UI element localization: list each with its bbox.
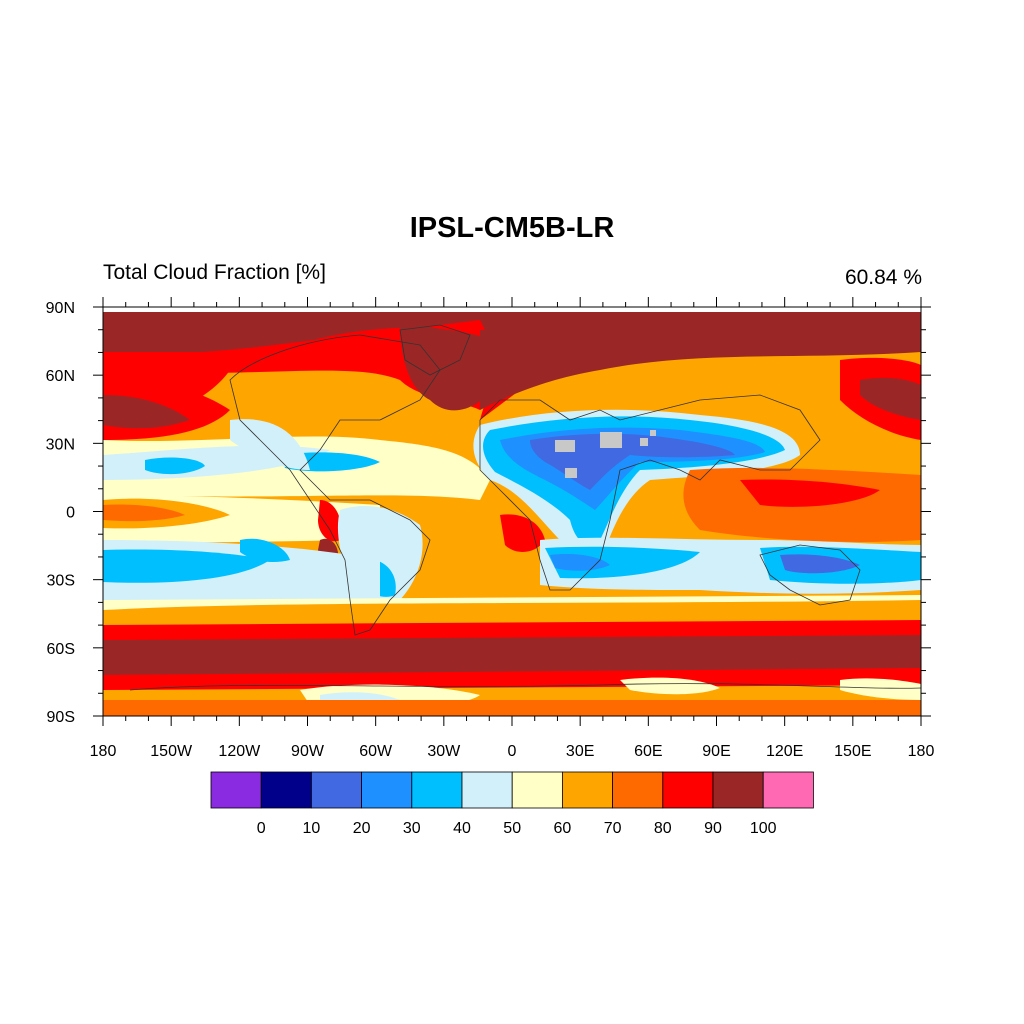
map-title: IPSL-CM5B-LR <box>409 212 615 244</box>
lon-tick-label: 60W <box>359 743 393 760</box>
colorbar-swatch <box>411 771 463 809</box>
colorbar-swatch <box>662 771 714 809</box>
colorbar-swatch <box>762 771 814 809</box>
colorbar-swatch <box>612 771 664 809</box>
colorbar <box>210 771 814 809</box>
lon-tick-label: 90W <box>291 743 325 760</box>
colorbar-label: 80 <box>654 820 672 837</box>
lon-tick-label: 120W <box>218 743 261 760</box>
lat-tick-label: 90N <box>46 300 75 317</box>
colorbar-label: 20 <box>353 820 371 837</box>
lon-tick-label: 60E <box>634 743 662 760</box>
lon-tick-label: 90E <box>702 743 730 760</box>
lat-tick-label: 90S <box>47 709 75 726</box>
lat-tick-label: 60N <box>46 368 75 385</box>
lon-tick-label: 30E <box>566 743 594 760</box>
lon-tick-label: 180 <box>908 743 935 760</box>
colorbar-swatch <box>461 771 513 809</box>
lon-tick-label: 30W <box>427 743 461 760</box>
lat-tick-label: 30S <box>47 573 75 590</box>
colorbar-swatch <box>511 771 563 809</box>
colorbar-labels: 0 10 20 30 40 50 60 70 80 90 100 <box>257 820 777 837</box>
lon-tick-label: 0 <box>508 743 517 760</box>
lon-tick-label: 150W <box>150 743 193 760</box>
colorbar-label: 90 <box>704 820 722 837</box>
colorbar-label: 100 <box>750 820 777 837</box>
colorbar-swatch <box>310 771 362 809</box>
colorbar-label: 30 <box>403 820 421 837</box>
colorbar-swatch <box>562 771 614 809</box>
coastlines <box>129 324 921 691</box>
colorbar-swatch <box>210 771 262 809</box>
colorbar-swatch <box>361 771 413 809</box>
axis-tick-labels: 180 150W 120W 90W 60W 30W 0 30E 60E 90E 120E 150E 18… <box>46 300 935 760</box>
colorbar-label: 50 <box>503 820 521 837</box>
colorbar-label: 40 <box>453 820 471 837</box>
colorbar-label: 0 <box>257 820 266 837</box>
colorbar-label: 60 <box>554 820 572 837</box>
global-mean-value: 60.84 % <box>844 266 922 289</box>
colorbar-label: 10 <box>303 820 321 837</box>
colorbar-swatch <box>712 771 764 809</box>
contour-field <box>103 312 921 716</box>
lat-tick-label: 0 <box>66 505 75 522</box>
colorbar-label: 70 <box>604 820 622 837</box>
lat-tick-label: 60S <box>47 641 75 658</box>
lon-tick-label: 120E <box>766 743 803 760</box>
lon-tick-label: 150E <box>834 743 871 760</box>
lat-tick-label: 30N <box>46 436 75 453</box>
variable-label: Total Cloud Fraction [%] <box>103 261 326 284</box>
colorbar-swatch <box>260 771 312 809</box>
axis-ticks <box>93 297 931 726</box>
lon-tick-label: 180 <box>90 743 117 760</box>
